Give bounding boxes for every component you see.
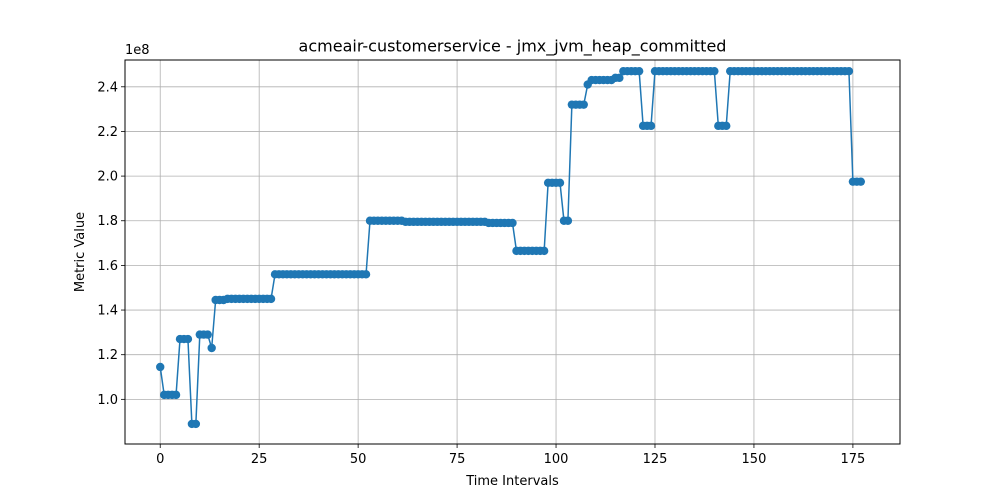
y-tick-label: 1.0: [97, 393, 118, 408]
data-point: [563, 216, 573, 225]
y-axis-label: Metric Value: [73, 212, 88, 292]
data-point: [207, 343, 216, 353]
y-tick-label: 2.2: [97, 125, 118, 140]
x-tick-label: 125: [643, 452, 668, 467]
data-point: [361, 270, 371, 279]
y-tick-label: 2.0: [97, 170, 118, 185]
x-tick-label: 100: [544, 452, 569, 467]
data-point: [615, 73, 624, 83]
x-axis-ticks: 0 25 50 75 100 125 150 175: [156, 444, 865, 467]
data-points: [156, 66, 866, 429]
data-point: [171, 390, 181, 400]
y-tick-label: 1.2: [97, 348, 118, 363]
data-point: [710, 66, 719, 76]
y-offset-label: 1e8: [125, 43, 150, 58]
x-tick-label: 50: [350, 452, 367, 467]
chart-title: acmeair-customerservice - jmx_jvm_heap_c…: [299, 37, 727, 57]
data-point: [579, 100, 588, 109]
data-point: [844, 66, 854, 76]
data-point: [634, 66, 644, 76]
data-point: [203, 330, 212, 339]
y-tick-label: 1.8: [97, 214, 118, 229]
data-point: [539, 246, 549, 256]
x-tick-label: 25: [251, 452, 268, 467]
data-point: [191, 419, 201, 429]
data-point: [555, 178, 565, 187]
data-point: [722, 121, 731, 131]
series-line-layer: [159, 70, 861, 425]
x-tick-label: 175: [840, 452, 865, 467]
x-axis-label: Time Intervals: [465, 474, 559, 489]
data-point: [266, 294, 276, 304]
y-tick-label: 1.6: [97, 259, 118, 274]
data-point: [183, 334, 193, 344]
data-point: [508, 218, 517, 228]
y-axis-ticks: 1.0 1.2 1.4 1.6 1.8 2.0 2.2 2.4: [97, 80, 125, 408]
data-point: [646, 121, 656, 131]
x-tick-label: 0: [156, 452, 164, 467]
y-tick-label: 1.4: [97, 304, 118, 319]
data-point: [156, 362, 165, 372]
x-tick-label: 150: [742, 452, 767, 467]
x-tick-label: 75: [449, 452, 466, 467]
plot-frame: [124, 59, 901, 445]
data-point: [856, 177, 866, 186]
y-tick-label: 2.4: [97, 80, 118, 95]
series-line: [159, 70, 861, 425]
